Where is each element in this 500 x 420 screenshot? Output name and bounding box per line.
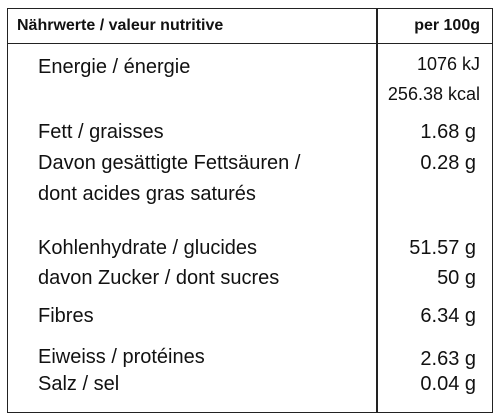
fibre-label: Fibres bbox=[38, 305, 94, 327]
energy-kj-value: 1076 kJ bbox=[416, 54, 480, 74]
protein-label: Eiweiss / protéines bbox=[38, 346, 205, 368]
energy-label: Energie / énergie bbox=[38, 56, 191, 78]
saturated-fat-label-line2: dont acides gras saturés bbox=[38, 183, 256, 205]
nutrition-table: Nährwerte / valeur nutritive per 100g En… bbox=[7, 8, 493, 413]
table-header: Nährwerte / valeur nutritive per 100g bbox=[8, 9, 492, 44]
fat-value: 1.68 g bbox=[420, 121, 476, 143]
saturated-fat-label-line1: Davon gesättigte Fettsäuren / bbox=[38, 152, 301, 174]
energy-kcal-value: 256.38 kcal bbox=[387, 84, 480, 104]
salt-label: Salz / sel bbox=[38, 373, 120, 395]
salt-value: 0.04 g bbox=[420, 373, 476, 395]
sugar-value: 50 g bbox=[437, 267, 476, 289]
fat-label: Fett / graisses bbox=[38, 121, 164, 143]
sugar-label: davon Zucker / dont sucres bbox=[38, 267, 280, 289]
protein-value: 2.63 g bbox=[420, 348, 476, 370]
carbohydrates-label: Kohlenhydrate / glucides bbox=[38, 237, 258, 259]
fibre-value: 6.34 g bbox=[420, 305, 476, 327]
header-per-100g: per 100g bbox=[414, 17, 480, 34]
saturated-fat-value: 0.28 g bbox=[420, 152, 476, 174]
carbohydrates-value: 51.57 g bbox=[409, 237, 476, 259]
column-divider bbox=[376, 9, 378, 412]
header-title: Nährwerte / valeur nutritive bbox=[17, 17, 224, 34]
